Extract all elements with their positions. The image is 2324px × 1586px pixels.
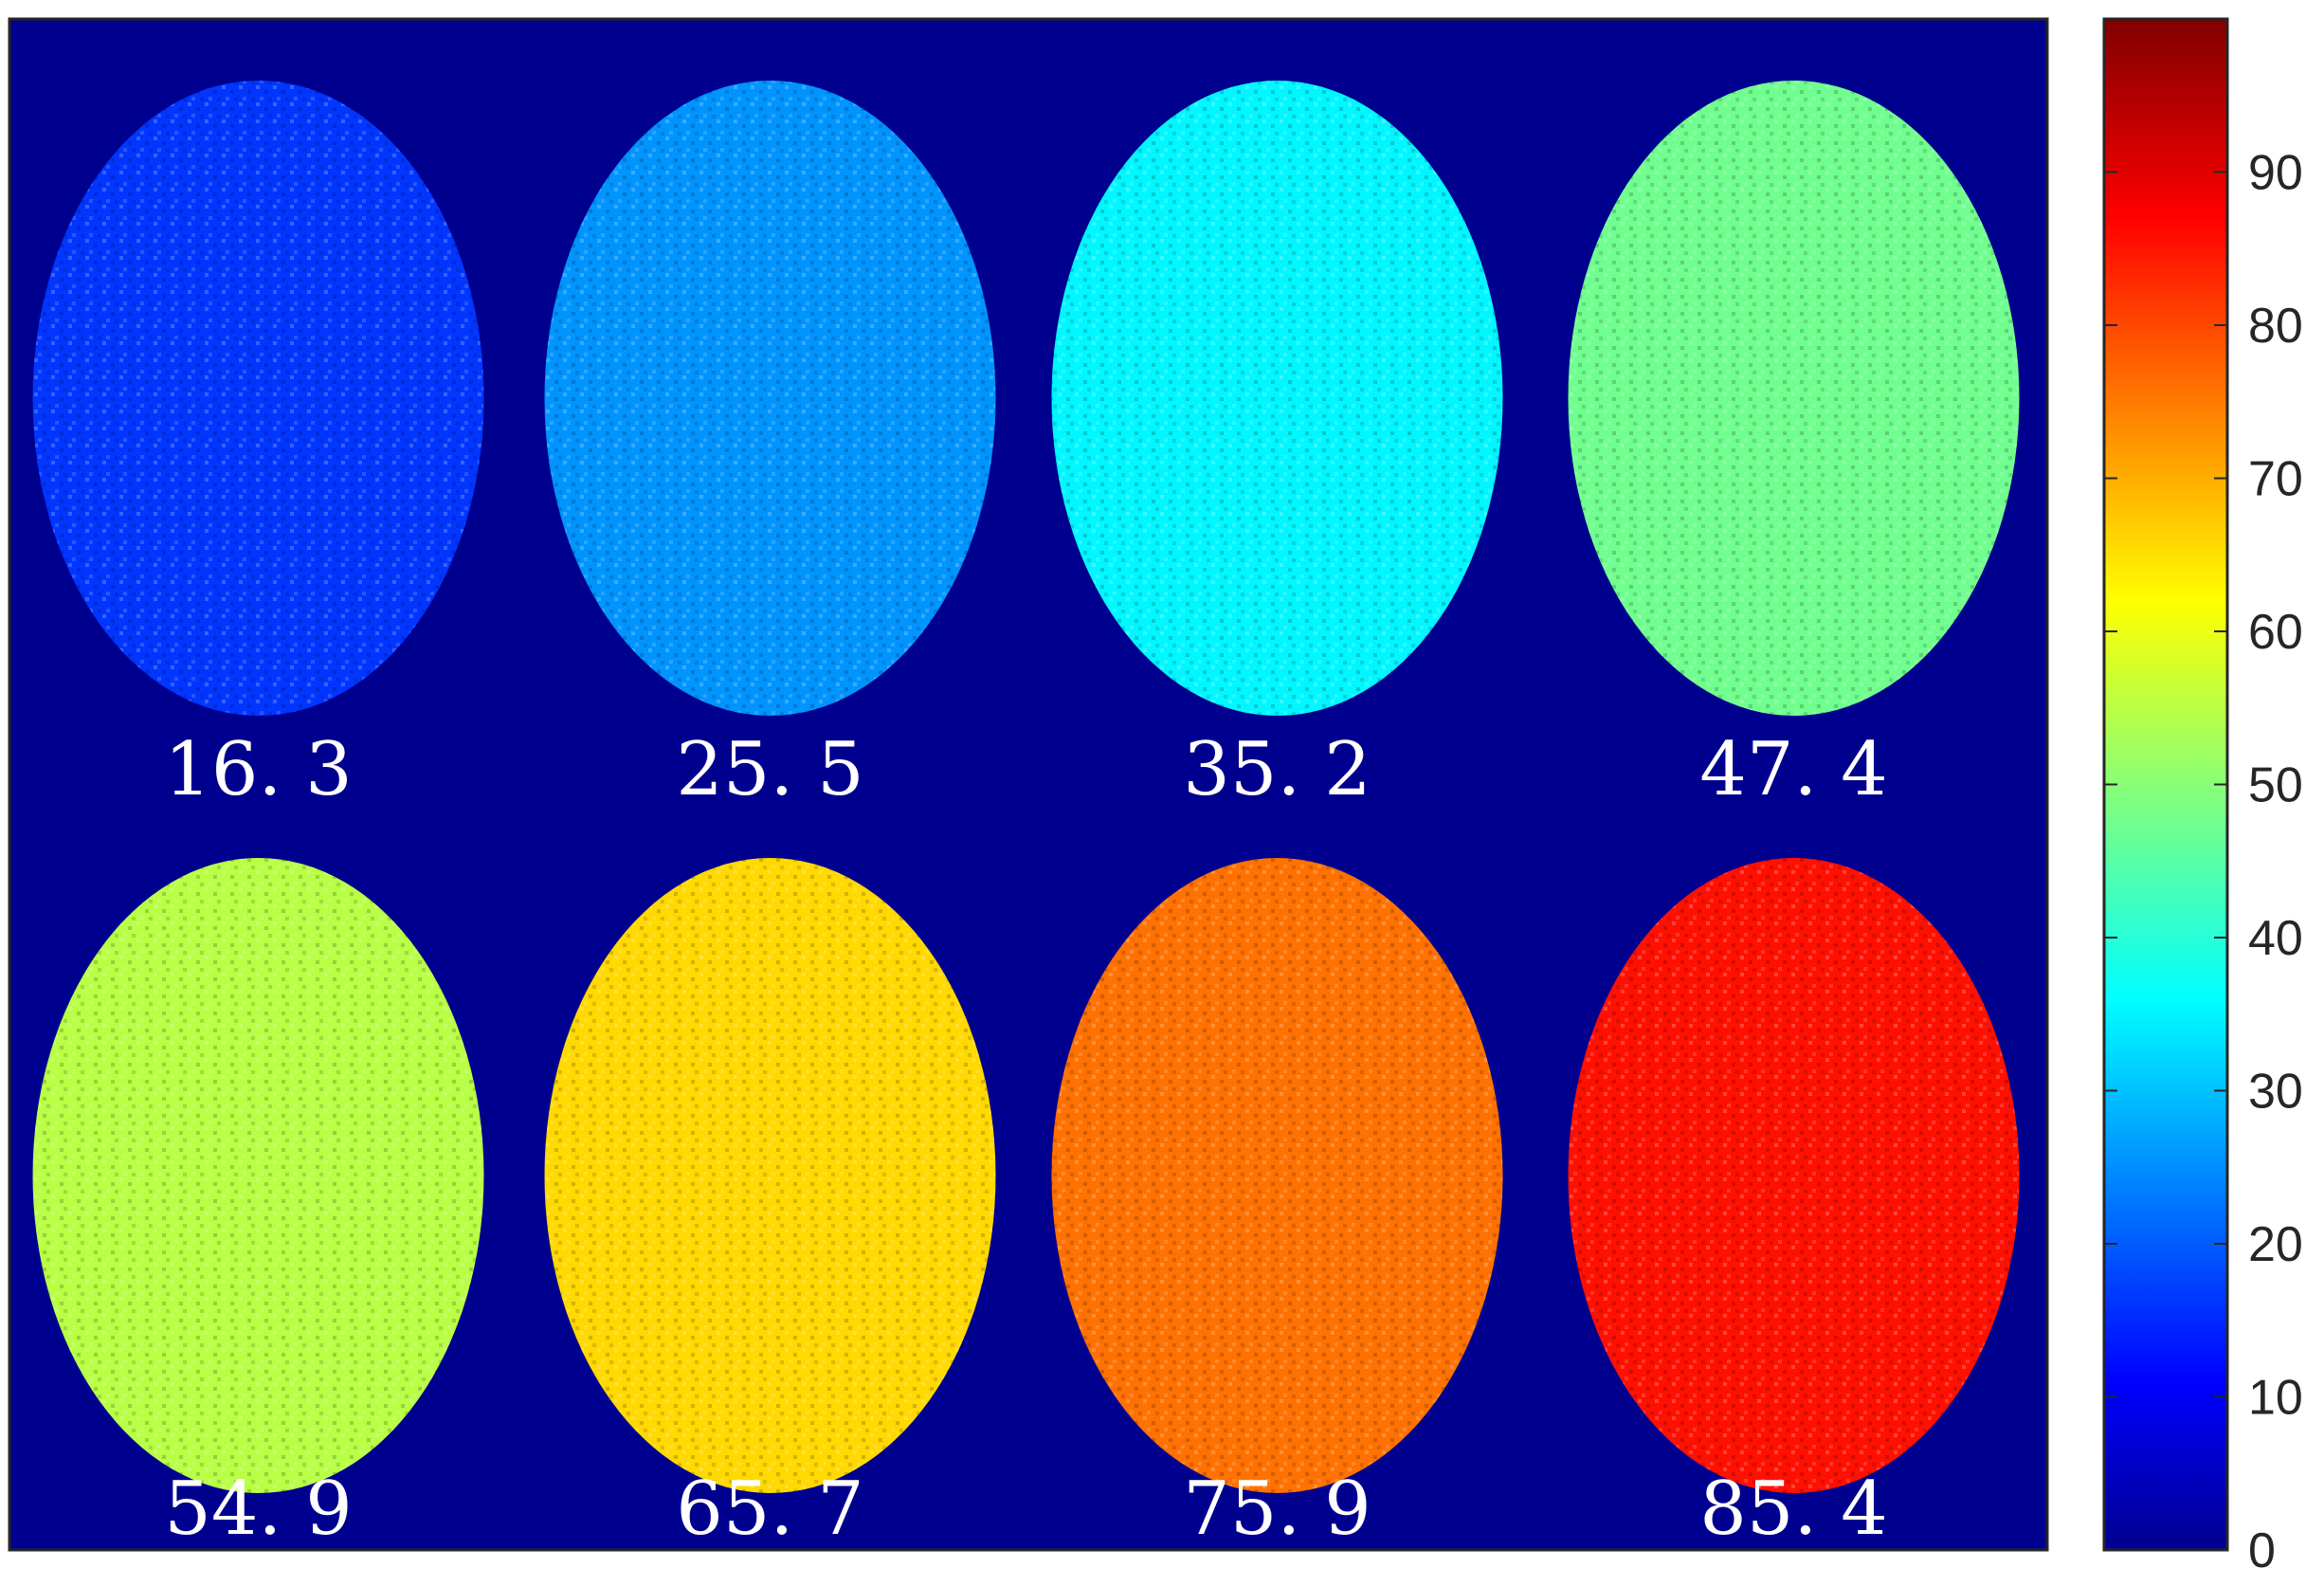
panel-label: 47. 4 bbox=[1699, 727, 1887, 812]
colorbar-tick-label: 20 bbox=[2248, 1217, 2303, 1272]
egg-panel: 75. 9 bbox=[1051, 858, 1503, 1552]
colorbar-tick-label: 50 bbox=[2248, 758, 2303, 813]
panel-label: 54. 9 bbox=[164, 1467, 352, 1552]
egg-texture bbox=[1051, 81, 1503, 716]
egg-panel: 25. 5 bbox=[544, 81, 996, 812]
colorbar-tick-label: 60 bbox=[2248, 605, 2303, 660]
egg-panel: 47. 4 bbox=[1568, 81, 2020, 812]
panel-label: 35. 2 bbox=[1183, 727, 1371, 812]
panel-label: 65. 7 bbox=[676, 1467, 863, 1552]
egg-texture bbox=[544, 858, 996, 1493]
colorbar-tick-label: 10 bbox=[2248, 1371, 2303, 1426]
panel-label: 16. 3 bbox=[164, 727, 352, 812]
panel-label: 85. 4 bbox=[1699, 1467, 1887, 1552]
colorbar-tick-label: 0 bbox=[2248, 1523, 2276, 1578]
panel-label: 25. 5 bbox=[676, 727, 863, 812]
colorbar-tick-label: 70 bbox=[2248, 452, 2303, 507]
egg-texture bbox=[1568, 858, 2020, 1493]
colorbar-tick-label: 80 bbox=[2248, 299, 2303, 354]
egg-panel: 16. 3 bbox=[32, 81, 484, 812]
egg-texture bbox=[32, 81, 484, 716]
colorbar: 0 10 20 30 40 50 60 70 80 90 bbox=[2102, 17, 2303, 1578]
colorbar-tick-label: 30 bbox=[2248, 1065, 2303, 1120]
egg-panel: 54. 9 bbox=[32, 858, 484, 1552]
egg-panel: 35. 2 bbox=[1051, 81, 1503, 812]
egg-panel: 65. 7 bbox=[544, 858, 996, 1552]
colorbar-ticks: 0 10 20 30 40 50 60 70 80 90 bbox=[2104, 146, 2303, 1578]
panel-label: 75. 9 bbox=[1183, 1467, 1371, 1552]
colorbar-tick-label: 40 bbox=[2248, 911, 2303, 966]
colorbar-gradient bbox=[2102, 17, 2229, 1552]
egg-texture bbox=[1051, 858, 1503, 1493]
colorbar-tick-label: 90 bbox=[2248, 146, 2303, 201]
egg-texture bbox=[544, 81, 996, 716]
egg-texture bbox=[1568, 81, 2020, 716]
egg-panels: 16. 3 25. 5 35. 2 47. 4 54. 9 65. 7 75. 9 85. 4 bbox=[32, 81, 2020, 1552]
egg-panel: 85. 4 bbox=[1568, 858, 2020, 1552]
egg-texture bbox=[32, 858, 484, 1493]
